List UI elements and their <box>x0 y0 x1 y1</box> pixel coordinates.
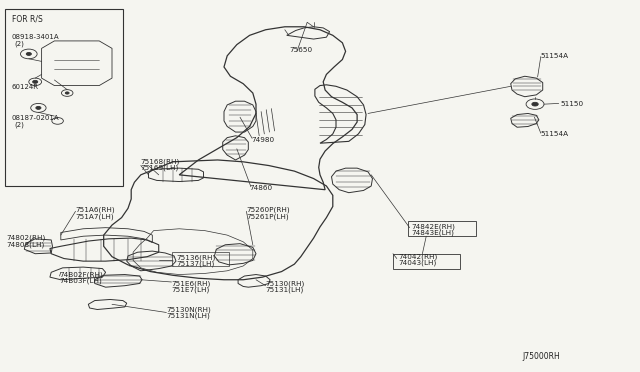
Text: 08918-3401A: 08918-3401A <box>12 34 59 40</box>
Text: 74842E(RH): 74842E(RH) <box>412 224 456 230</box>
Text: 74043(LH): 74043(LH) <box>398 260 436 266</box>
Text: 75261P(LH): 75261P(LH) <box>246 213 289 220</box>
Text: 60124R: 60124R <box>12 84 38 90</box>
Text: (2): (2) <box>14 122 24 128</box>
Text: 751A7(LH): 751A7(LH) <box>76 213 114 220</box>
Text: 74860: 74860 <box>250 185 273 191</box>
Text: J75000RH: J75000RH <box>522 352 560 361</box>
Text: 74042(RH): 74042(RH) <box>398 253 437 260</box>
Bar <box>172 252 229 266</box>
Text: 751E7(LH): 751E7(LH) <box>172 286 210 293</box>
Text: (2): (2) <box>14 41 24 47</box>
Text: 74980: 74980 <box>252 137 275 142</box>
Text: 74B03F(LH): 74B03F(LH) <box>60 278 102 284</box>
Circle shape <box>33 80 38 83</box>
Text: 51154A: 51154A <box>541 131 569 137</box>
Text: 75137(LH): 75137(LH) <box>177 260 215 267</box>
Text: 75131(LH): 75131(LH) <box>266 286 304 293</box>
Circle shape <box>36 106 41 109</box>
Text: 74803(LH): 74803(LH) <box>6 241 45 248</box>
Text: 75168(RH): 75168(RH) <box>141 158 180 165</box>
Text: 08187-0201A: 08187-0201A <box>12 115 59 121</box>
Text: 51150: 51150 <box>560 101 583 107</box>
Text: 75260P(RH): 75260P(RH) <box>246 207 290 214</box>
Bar <box>5 9 123 186</box>
Circle shape <box>26 52 31 55</box>
Bar <box>408 221 476 236</box>
Text: 75131N(LH): 75131N(LH) <box>166 312 210 319</box>
Circle shape <box>532 102 538 106</box>
Text: FOR R/S: FOR R/S <box>12 14 42 23</box>
Circle shape <box>65 92 69 94</box>
Text: 75136(RH): 75136(RH) <box>177 254 216 261</box>
Text: 75130(RH): 75130(RH) <box>266 280 305 287</box>
Text: 751A6(RH): 751A6(RH) <box>76 207 115 214</box>
Text: 75169(LH): 75169(LH) <box>141 165 179 171</box>
Bar <box>393 254 460 269</box>
Text: 75130N(RH): 75130N(RH) <box>166 306 211 313</box>
Text: 751E6(RH): 751E6(RH) <box>172 280 211 287</box>
Text: 74B02F(RH): 74B02F(RH) <box>60 271 103 278</box>
Text: 74802(RH): 74802(RH) <box>6 235 45 241</box>
Text: 74843E(LH): 74843E(LH) <box>412 230 454 237</box>
Text: 75650: 75650 <box>289 47 312 53</box>
Text: 51154A: 51154A <box>541 53 569 59</box>
